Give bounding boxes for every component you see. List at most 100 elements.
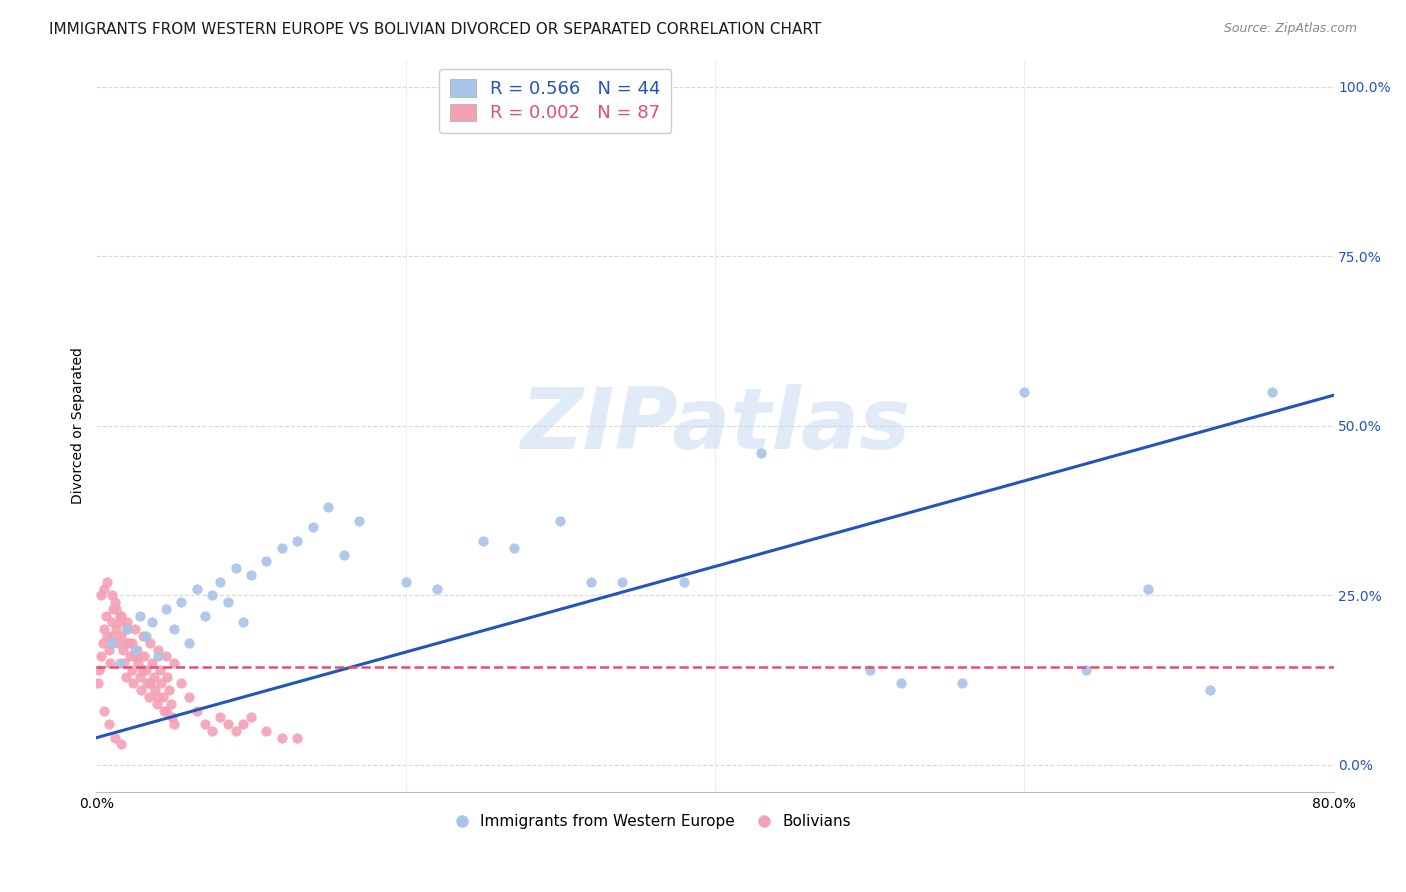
Point: [111, 642, 134, 657]
Point: [124, 642, 146, 657]
Point: [256, 723, 278, 738]
Point: [142, 670, 165, 684]
Point: [87, 676, 110, 690]
Point: [232, 717, 254, 731]
Point: [134, 649, 156, 664]
Point: [472, 534, 495, 549]
Point: [117, 636, 139, 650]
Point: [128, 608, 150, 623]
Point: [110, 738, 132, 752]
Point: [548, 514, 571, 528]
Point: [186, 582, 208, 596]
Point: [114, 670, 136, 684]
Point: [426, 582, 449, 596]
Text: IMMIGRANTS FROM WESTERN EUROPE VS BOLIVIAN DIVORCED OR SEPARATED CORRELATION CHA: IMMIGRANTS FROM WESTERN EUROPE VS BOLIVI…: [49, 22, 821, 37]
Point: [120, 649, 142, 664]
Point: [149, 663, 172, 677]
Point: [97, 717, 120, 731]
Point: [157, 683, 180, 698]
Point: [138, 690, 160, 704]
Point: [124, 649, 146, 664]
Point: [333, 548, 356, 562]
Point: [91, 636, 114, 650]
Point: [125, 649, 148, 664]
Point: [225, 561, 247, 575]
Point: [121, 636, 143, 650]
Point: [179, 636, 201, 650]
Point: [108, 615, 131, 630]
Point: [117, 622, 139, 636]
Point: [110, 629, 132, 643]
Point: [148, 690, 170, 704]
Point: [132, 629, 155, 643]
Point: [128, 670, 150, 684]
Point: [1198, 683, 1220, 698]
Point: [96, 629, 118, 643]
Point: [153, 704, 176, 718]
Point: [129, 683, 152, 698]
Point: [125, 642, 148, 657]
Point: [159, 697, 181, 711]
Y-axis label: Divorced or Separated: Divorced or Separated: [72, 347, 86, 504]
Point: [139, 636, 162, 650]
Point: [610, 574, 633, 589]
Point: [97, 642, 120, 657]
Point: [179, 690, 201, 704]
Point: [139, 676, 162, 690]
Point: [201, 588, 224, 602]
Point: [209, 710, 232, 724]
Point: [136, 676, 159, 690]
Point: [117, 615, 139, 630]
Point: [889, 676, 911, 690]
Point: [194, 608, 217, 623]
Point: [93, 622, 115, 636]
Point: [132, 663, 155, 677]
Point: [145, 697, 167, 711]
Point: [858, 663, 880, 677]
Point: [101, 629, 124, 643]
Point: [271, 541, 294, 555]
Point: [148, 642, 170, 657]
Point: [94, 608, 117, 623]
Point: [160, 710, 183, 724]
Point: [287, 731, 309, 745]
Point: [132, 663, 155, 677]
Point: [103, 602, 125, 616]
Point: [135, 629, 157, 643]
Point: [143, 683, 166, 698]
Point: [104, 731, 127, 745]
Point: [117, 622, 139, 636]
Point: [155, 704, 177, 718]
Point: [217, 717, 239, 731]
Point: [108, 608, 131, 623]
Point: [225, 723, 247, 738]
Point: [93, 704, 115, 718]
Point: [148, 649, 170, 664]
Point: [1136, 582, 1159, 596]
Point: [163, 656, 186, 670]
Point: [141, 615, 163, 630]
Point: [186, 704, 208, 718]
Point: [579, 574, 602, 589]
Point: [749, 446, 772, 460]
Point: [107, 636, 129, 650]
Point: [194, 717, 217, 731]
Point: [108, 656, 131, 670]
Point: [90, 649, 112, 664]
Point: [90, 588, 112, 602]
Point: [163, 717, 186, 731]
Point: [101, 588, 124, 602]
Point: [118, 636, 141, 650]
Point: [122, 676, 145, 690]
Point: [139, 676, 162, 690]
Point: [349, 514, 371, 528]
Point: [155, 649, 177, 664]
Point: [240, 710, 263, 724]
Point: [170, 595, 193, 609]
Point: [232, 615, 254, 630]
Point: [155, 602, 177, 616]
Point: [121, 663, 143, 677]
Legend: Immigrants from Western Europe, Bolivians: Immigrants from Western Europe, Bolivian…: [450, 808, 856, 836]
Point: [152, 690, 174, 704]
Point: [503, 541, 526, 555]
